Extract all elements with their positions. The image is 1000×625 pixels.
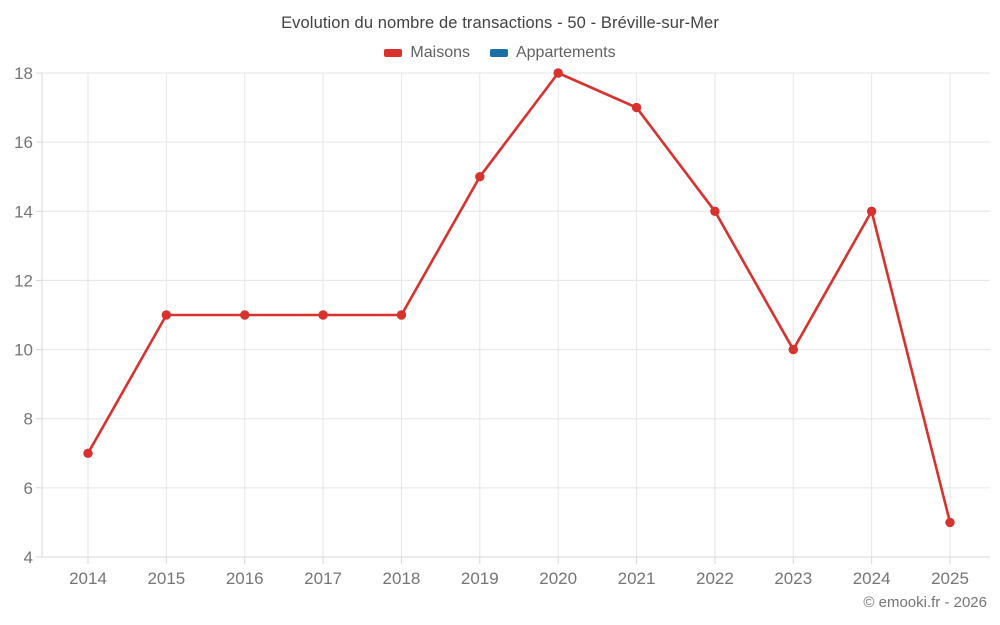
y-tick-label: 6: [24, 479, 33, 498]
x-tick-label: 2020: [539, 569, 577, 588]
series-line-maisons: [86, 71, 952, 524]
x-tick-label: 2025: [931, 569, 969, 588]
chart-legend: Maisons Appartements: [0, 44, 1000, 62]
legend-label: Maisons: [410, 44, 470, 61]
data-point-maisons-2018[interactable]: [396, 310, 407, 320]
x-tick-label: 2019: [461, 569, 499, 588]
legend-swatch-maisons: [384, 49, 403, 57]
legend-swatch-appartements: [489, 49, 508, 57]
legend-item-maisons[interactable]: Maisons: [384, 44, 470, 62]
x-tick-label: 2023: [774, 569, 812, 588]
data-point-maisons-2021[interactable]: [631, 102, 642, 113]
x-tick-label: 2018: [383, 569, 421, 588]
copyright-credit: © emooki.fr - 2026: [863, 594, 987, 611]
x-tick-label: 2015: [147, 569, 185, 588]
data-point-maisons-2023[interactable]: [788, 344, 798, 355]
x-tick-label: 2017: [304, 569, 342, 588]
data-point-maisons-2015[interactable]: [161, 310, 172, 320]
x-tick-label: 2021: [618, 569, 656, 588]
x-tick-label: 2014: [69, 569, 107, 588]
x-tick-label: 2016: [226, 569, 264, 588]
data-point-maisons-2022[interactable]: [710, 206, 720, 216]
data-point-maisons-2014[interactable]: [83, 448, 93, 458]
data-point-maisons-2016[interactable]: [240, 310, 250, 320]
legend-label: Appartements: [515, 44, 616, 61]
y-tick-label: 8: [24, 410, 33, 429]
data-point-maisons-2024[interactable]: [866, 206, 877, 216]
x-tick-label: 2024: [853, 569, 891, 588]
y-tick-label: 12: [14, 271, 33, 290]
y-tick-label: 18: [14, 64, 33, 83]
y-tick-label: 16: [14, 133, 33, 152]
chart-title: Evolution du nombre de transactions - 50…: [281, 14, 719, 32]
x-tick-label: 2022: [696, 569, 734, 588]
data-point-maisons-2020[interactable]: [553, 68, 563, 78]
y-tick-label: 4: [24, 548, 33, 567]
data-point-maisons-2025[interactable]: [945, 517, 955, 528]
data-point-maisons-2017[interactable]: [318, 310, 328, 320]
y-tick-label: 14: [14, 202, 33, 221]
data-point-maisons-2019[interactable]: [475, 172, 485, 182]
y-tick-label: 10: [14, 341, 33, 360]
legend-item-appartements[interactable]: Appartements: [489, 44, 616, 62]
